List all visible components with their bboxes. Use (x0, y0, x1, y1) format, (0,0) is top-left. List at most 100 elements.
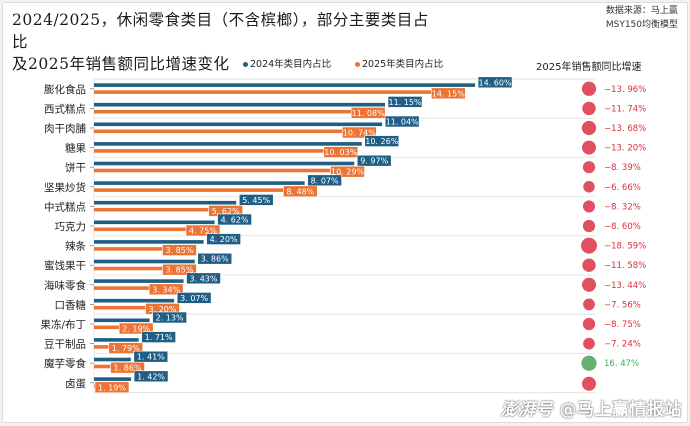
growth-label: −13. 68% (604, 124, 646, 134)
data-label-box-2025 (148, 283, 184, 296)
growth-bubble (582, 200, 596, 213)
bar-2025 (94, 90, 464, 94)
bar-2024 (94, 220, 215, 225)
data-label-box-2025 (323, 146, 359, 158)
bar-2024 (94, 161, 355, 166)
data-label-box-2024 (364, 135, 400, 147)
data-label-box-2024 (176, 292, 212, 304)
bar-2025 (94, 188, 316, 192)
data-label-box-2024 (206, 233, 241, 245)
data-label-box-2024 (133, 350, 169, 363)
bar-2024 (94, 377, 132, 381)
growth-label: −13. 96% (604, 85, 646, 95)
data-label-box-2024 (387, 96, 423, 108)
category-label: 蜜饯果干 (44, 259, 86, 272)
bar-2025 (94, 129, 375, 134)
data-label-2025: 8. 48% (286, 187, 314, 196)
growth-label: −8. 39% (604, 163, 641, 173)
legend-swatch-2025 (355, 62, 360, 67)
data-source-note: 数据来源：马上赢 MSY150均衡模型 (606, 4, 678, 32)
bar-2025 (94, 266, 195, 271)
data-label-2024: 1. 71% (145, 333, 173, 342)
data-label-2025: 10. 03% (324, 148, 357, 157)
data-label-box-2025 (342, 126, 377, 139)
growth-bubble (582, 376, 596, 391)
growth-bubble (581, 81, 597, 96)
data-label-box-2024 (307, 174, 342, 187)
category-label: 豆干制品 (44, 338, 86, 351)
legend-label-2025: 2025年类目内占比 (362, 59, 444, 70)
category-label: 西式糕点 (44, 102, 86, 115)
data-label-2025: 4. 75% (189, 227, 217, 236)
category-label: 卤蛋 (65, 377, 86, 390)
data-label-2024: 11. 04% (386, 118, 419, 127)
category-label: 口香糖 (55, 298, 87, 311)
legend-swatch-2024 (243, 62, 248, 67)
growth-bubble (581, 120, 597, 136)
data-label-box-2025 (162, 263, 197, 276)
data-label-2025: 14. 15% (432, 89, 465, 98)
data-label-2025: 11. 08% (352, 109, 385, 118)
category-label: 膨化食品 (44, 83, 86, 96)
data-label-2024: 2. 13% (156, 314, 184, 323)
data-label-box-2024 (217, 213, 252, 226)
data-label-box-2024 (197, 252, 233, 265)
bar-2024 (94, 240, 204, 244)
growth-bubble (583, 337, 595, 350)
growth-bubble (582, 161, 596, 174)
data-label-box-2024 (133, 370, 169, 383)
category-label: 辣条 (65, 240, 86, 253)
data-label-box-2025 (330, 165, 365, 178)
growth-label: −8. 75% (604, 320, 641, 330)
growth-bubble (582, 140, 596, 155)
data-label-box-2025 (162, 244, 197, 256)
growth-bubble (581, 277, 597, 292)
data-label-box-2024 (477, 76, 513, 89)
growth-label: −11. 58% (604, 261, 646, 271)
data-label-2025: 10. 74% (343, 129, 376, 138)
bar-2024 (94, 102, 386, 107)
growth-label: −18. 59% (604, 242, 646, 252)
data-label-box-2024 (152, 311, 187, 324)
data-label-box-2025 (94, 381, 130, 394)
data-label-2025: 1. 19% (98, 383, 126, 392)
data-label-2025: 1. 79% (112, 344, 140, 353)
category-label: 海味零食 (44, 279, 86, 292)
data-label-box-2025 (118, 322, 154, 335)
bar-2025 (94, 207, 241, 212)
data-label-2024: 5. 45% (242, 196, 270, 205)
growth-label: −13. 44% (604, 281, 646, 291)
bar-2024 (94, 318, 150, 323)
bar-2024 (94, 279, 184, 283)
data-label-box-2024 (384, 115, 420, 128)
data-label-2024: 14. 60% (479, 78, 512, 87)
category-label: 中式糕点 (44, 200, 86, 213)
category-label: 坚果炒货 (44, 181, 86, 194)
data-label-2025: 3. 85% (166, 266, 194, 275)
bar-2025 (94, 305, 178, 310)
data-label-box-2025 (283, 185, 318, 198)
data-label-2024: 3. 86% (201, 255, 229, 264)
growth-column-header: 2025年销售额同比增速 (536, 62, 642, 73)
growth-label: −8. 60% (604, 222, 641, 232)
bar-2024 (94, 259, 195, 264)
growth-bubble (582, 258, 596, 272)
growth-bubble (582, 101, 596, 116)
watermark: 澎湃号 @马上赢情报站 (501, 395, 682, 420)
data-label-2025: 2. 19% (122, 325, 150, 334)
data-label-2025: 3. 20% (149, 305, 177, 314)
data-label-2024: 10. 26% (365, 137, 398, 146)
bar-2025 (94, 109, 384, 114)
growth-label: −7. 56% (604, 300, 641, 310)
legend-label-2024: 2024年类目内占比 (250, 59, 332, 70)
data-label-2024: 1. 41% (137, 353, 165, 362)
growth-label: −8. 32% (604, 202, 641, 212)
data-label-box-2025 (110, 361, 145, 374)
data-label-2024: 1. 42% (137, 372, 165, 381)
watermark-account: @马上赢情报站 (559, 400, 682, 420)
data-label-box-2024 (186, 272, 221, 285)
data-label-box-2024 (141, 331, 176, 343)
source-line1: 数据来源：马上赢 (605, 6, 678, 16)
data-label-2025: 10. 29% (331, 168, 364, 177)
